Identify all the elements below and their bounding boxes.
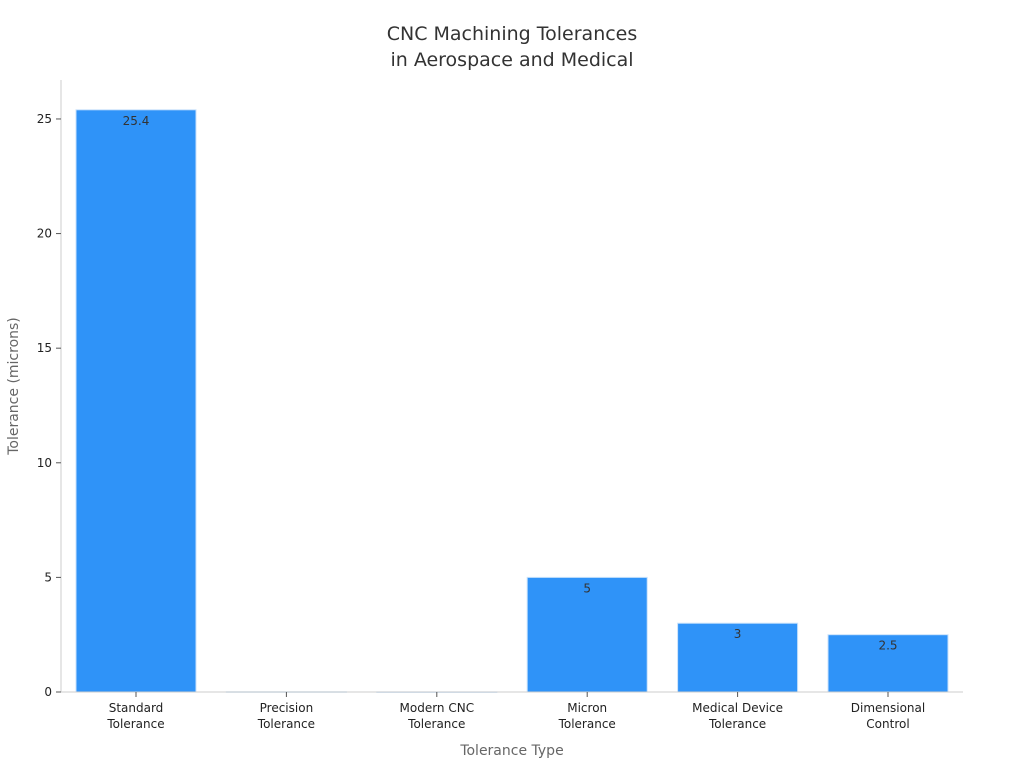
x-tick-label-1-line-0: Precision	[260, 701, 314, 715]
x-tick-label-5-line-0: Dimensional	[851, 701, 925, 715]
x-tick-label-1-line-1: Tolerance	[257, 717, 315, 731]
y-ticks-group: 0 5 10 15 20 25	[37, 112, 61, 699]
x-tick-label-4-line-0: Medical Device	[692, 701, 783, 715]
chart-title-line-1: CNC Machining Tolerances	[387, 23, 638, 45]
x-tick-label-3-line-1: Tolerance	[558, 717, 616, 731]
data-label-3: 5	[583, 581, 591, 595]
bar-3	[526, 576, 648, 693]
data-label-0: 25.4	[123, 114, 150, 128]
data-label-5: 2.5	[878, 639, 897, 653]
y-tick-label-4: 20	[37, 227, 52, 241]
y-tick-label-5: 25	[37, 112, 52, 126]
x-tick-label-2-line-1: Tolerance	[407, 717, 465, 731]
x-tick-label-0-line-0: Standard	[109, 701, 164, 715]
data-labels-group: 25.4 5 3 2.5	[123, 114, 898, 653]
y-axis-title: Tolerance (microns)	[6, 317, 22, 456]
x-tick-label-3-line-0: Micron	[567, 701, 607, 715]
y-tick-label-1: 5	[44, 570, 52, 584]
x-ticks-group: Standard Tolerance Precision Tolerance Moder…	[106, 692, 925, 731]
y-tick-label-2: 10	[37, 456, 52, 470]
x-tick-label-0-line-1: Tolerance	[106, 717, 164, 731]
bars-group	[75, 109, 949, 693]
chart-title-line-2: in Aerospace and Medical	[390, 49, 633, 71]
bar-5	[827, 634, 949, 693]
x-axis-title: Tolerance Type	[459, 743, 563, 759]
bar-0	[75, 109, 197, 693]
bar-4	[677, 622, 799, 693]
x-tick-label-5-line-1: Control	[866, 717, 909, 731]
x-tick-label-4-line-1: Tolerance	[708, 717, 766, 731]
x-tick-label-2-line-0: Modern CNC	[400, 701, 475, 715]
y-tick-label-0: 0	[44, 685, 52, 699]
data-label-4: 3	[734, 627, 742, 641]
y-tick-label-3: 15	[37, 341, 52, 355]
